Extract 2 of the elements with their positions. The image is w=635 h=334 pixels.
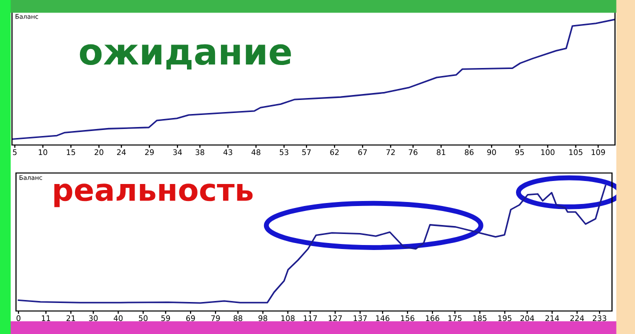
chart-title: реальность xyxy=(54,184,253,208)
text: ожидание xyxy=(80,44,291,70)
